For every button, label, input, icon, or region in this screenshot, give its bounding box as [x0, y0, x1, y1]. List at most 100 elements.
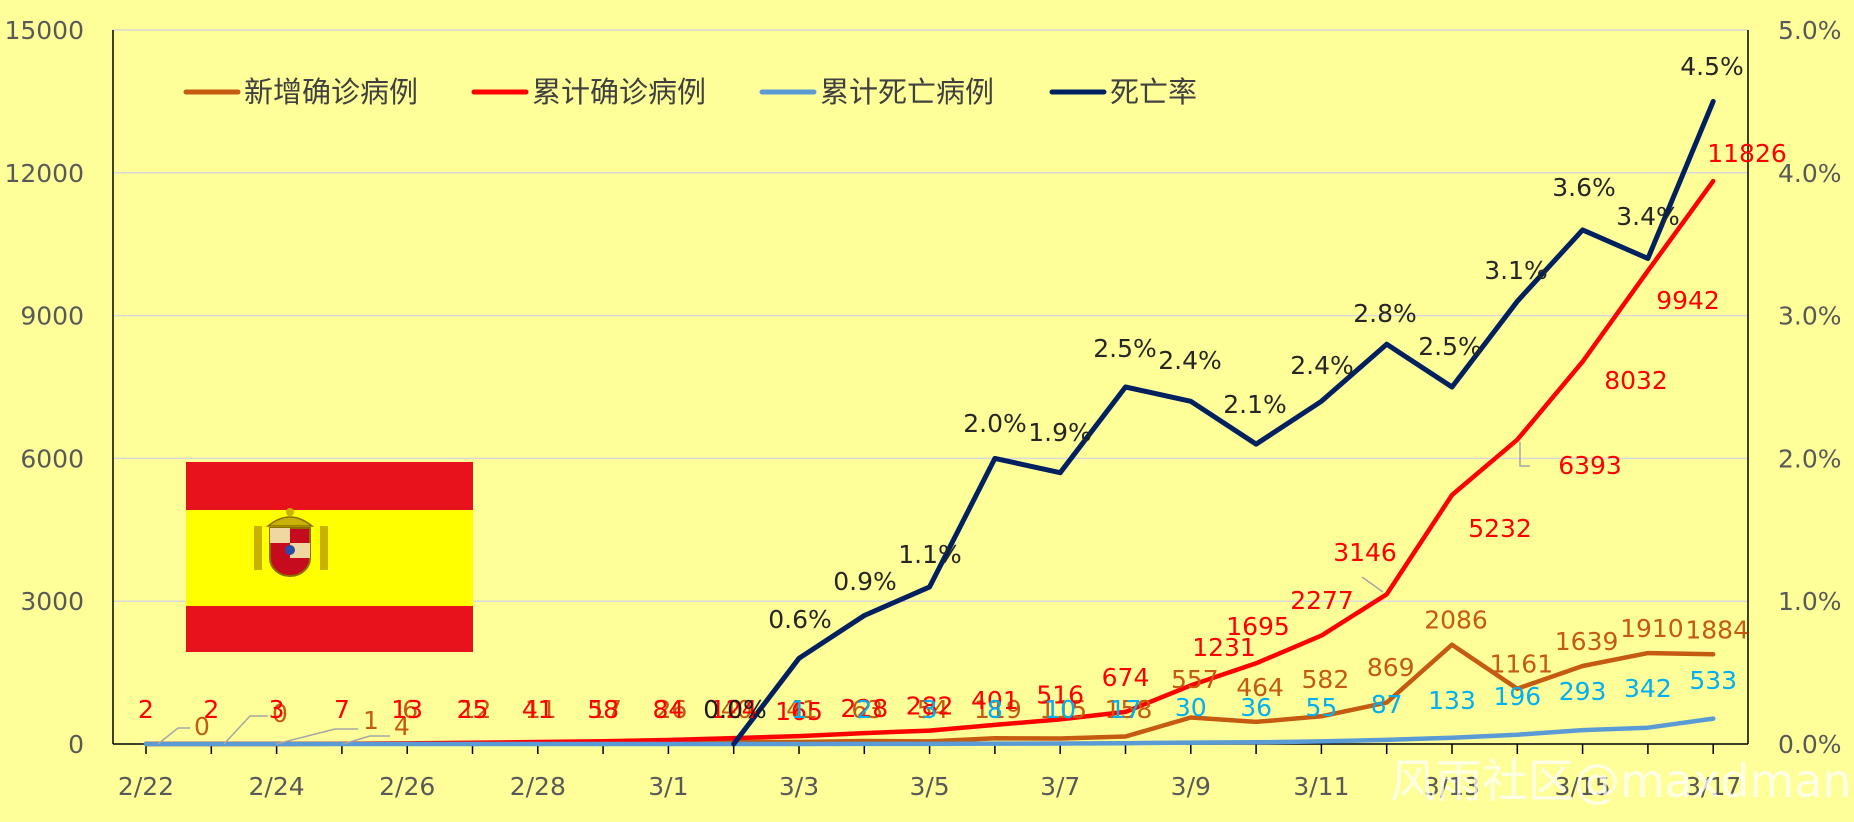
data-label-new: 40	[721, 695, 753, 724]
x-tick-label: 3/3	[779, 772, 819, 801]
axes: 030006000900012000150000.0%1.0%2.0%3.0%4…	[4, 16, 1841, 801]
data-label-cumulative: 2	[138, 695, 154, 724]
data-label-cumulative: 3	[269, 695, 285, 724]
data-label-rate: 2.1%	[1223, 390, 1287, 419]
x-tick-label: 3/1	[648, 772, 688, 801]
leader-line	[223, 715, 268, 745]
leader-line	[1519, 442, 1530, 467]
data-label-rate: 2.0%	[963, 409, 1027, 438]
data-label-new: 2086	[1424, 606, 1488, 635]
data-label-new: 158	[1105, 695, 1153, 724]
leader-line	[342, 735, 390, 745]
data-label-new: 17	[590, 695, 622, 724]
data-label-cumulative: 1231	[1192, 633, 1256, 662]
data-label-new: 1639	[1555, 627, 1619, 656]
data-label-cumulative: 58	[587, 695, 619, 724]
right-tick-label: 0.0%	[1778, 730, 1842, 759]
gridlines	[113, 29, 1748, 602]
data-label-cumulative: 9942	[1656, 286, 1720, 315]
data-label-deaths: 55	[1305, 693, 1337, 722]
right-tick-label: 2.0%	[1778, 444, 1842, 473]
watermark: 风雨社区@maxdman	[1390, 754, 1852, 808]
data-label-deaths: 87	[1371, 690, 1403, 719]
data-label-new: 11	[525, 695, 557, 724]
x-tick-label: 3/13	[1424, 772, 1480, 801]
data-label-new: 1910	[1620, 614, 1684, 643]
data-label-rate: 0.6%	[768, 605, 832, 634]
series-lines	[143, 98, 1716, 747]
leader-line	[1361, 576, 1384, 593]
data-label-cumulative: 282	[906, 692, 954, 721]
data-label-rate: 1.1%	[898, 540, 962, 569]
right-tick-label: 4.0%	[1778, 159, 1842, 188]
data-label-cumulative: 2	[203, 695, 219, 724]
data-label-new: 4	[394, 712, 410, 741]
data-label-deaths: 17	[1110, 695, 1142, 724]
x-tick-label: 2/28	[510, 772, 566, 801]
data-label-rate: 3.1%	[1484, 256, 1548, 285]
data-label-new: 869	[1367, 653, 1415, 682]
data-label-cumulative: 516	[1036, 680, 1084, 709]
data-label-new: 464	[1236, 673, 1284, 702]
right-tick-label: 5.0%	[1778, 16, 1842, 45]
left-tick-label: 12000	[4, 159, 84, 188]
data-label-rate: 2.4%	[1158, 346, 1222, 375]
x-tick-label: 2/24	[249, 772, 305, 801]
data-label-cumulative: 401	[971, 686, 1019, 715]
legend: 新增确诊病例 累计确诊病例 累计死亡病例 死亡率	[183, 75, 1197, 109]
left-tick-label: 6000	[20, 444, 84, 473]
right-tick-label: 1.0%	[1778, 587, 1842, 616]
left-tick-label: 0	[68, 730, 84, 759]
left-tick-label: 15000	[4, 16, 84, 45]
data-label-new: 115	[1039, 695, 1087, 724]
data-label-cumulative: 13	[391, 695, 423, 724]
data-label-deaths: 533	[1689, 666, 1737, 695]
data-label-new: 0	[272, 699, 288, 728]
data-label-cumulative: 674	[1102, 663, 1150, 692]
data-label-new: 26	[655, 695, 687, 724]
series-line-2	[143, 716, 1716, 747]
spain-flag-icon	[186, 462, 473, 652]
data-label-rate: 3.4%	[1616, 202, 1680, 231]
data-label-cumulative: 1695	[1226, 612, 1290, 641]
data-label-cumulative: 25	[457, 695, 489, 724]
legend-item-label: 累计确诊病例	[532, 75, 706, 109]
x-tick-label: 3/7	[1040, 772, 1080, 801]
x-tick-label: 3/17	[1685, 772, 1741, 801]
data-label-deaths: 133	[1428, 686, 1476, 715]
data-label-cumulative: 124	[710, 695, 758, 724]
data-label-cumulative: 2277	[1290, 586, 1354, 615]
data-label-rate: 4.5%	[1680, 52, 1744, 81]
data-label-deaths: 342	[1624, 674, 1672, 703]
data-label-new: 12	[460, 695, 492, 724]
data-label-rate: 0.0%	[703, 695, 767, 724]
data-label-new: 582	[1302, 665, 1350, 694]
data-label-cumulative: 84	[652, 695, 684, 724]
data-label-new: 1884	[1685, 615, 1749, 644]
data-label-cumulative: 11826	[1707, 139, 1787, 168]
data-label-cumulative: 41	[522, 695, 554, 724]
data-label-new: 557	[1171, 665, 1219, 694]
left-tick-label: 3000	[20, 587, 84, 616]
left-tick-label: 9000	[20, 302, 84, 331]
data-label-rate: 2.5%	[1093, 334, 1157, 363]
x-tick-label: 2/26	[379, 772, 435, 801]
data-label-new: 41	[786, 695, 818, 724]
data-label-rate: 0.9%	[833, 567, 897, 596]
data-label-new: 1161	[1489, 650, 1553, 679]
data-label-rate: 2.5%	[1418, 332, 1482, 361]
data-label-deaths: 2	[856, 695, 872, 724]
data-label-new: 0	[194, 712, 210, 741]
data-label-deaths: 196	[1493, 682, 1541, 711]
data-label-new: 54	[917, 695, 949, 724]
data-label-cumulative: 6393	[1558, 451, 1622, 480]
data-label-deaths: 3	[922, 695, 938, 724]
x-tick-label: 3/11	[1293, 772, 1349, 801]
data-label-new: 1	[363, 706, 379, 735]
x-tick-label: 3/15	[1555, 772, 1611, 801]
data-label-new: 119	[974, 695, 1022, 724]
data-label-new: 63	[851, 695, 883, 724]
data-label-deaths: 8	[987, 695, 1003, 724]
